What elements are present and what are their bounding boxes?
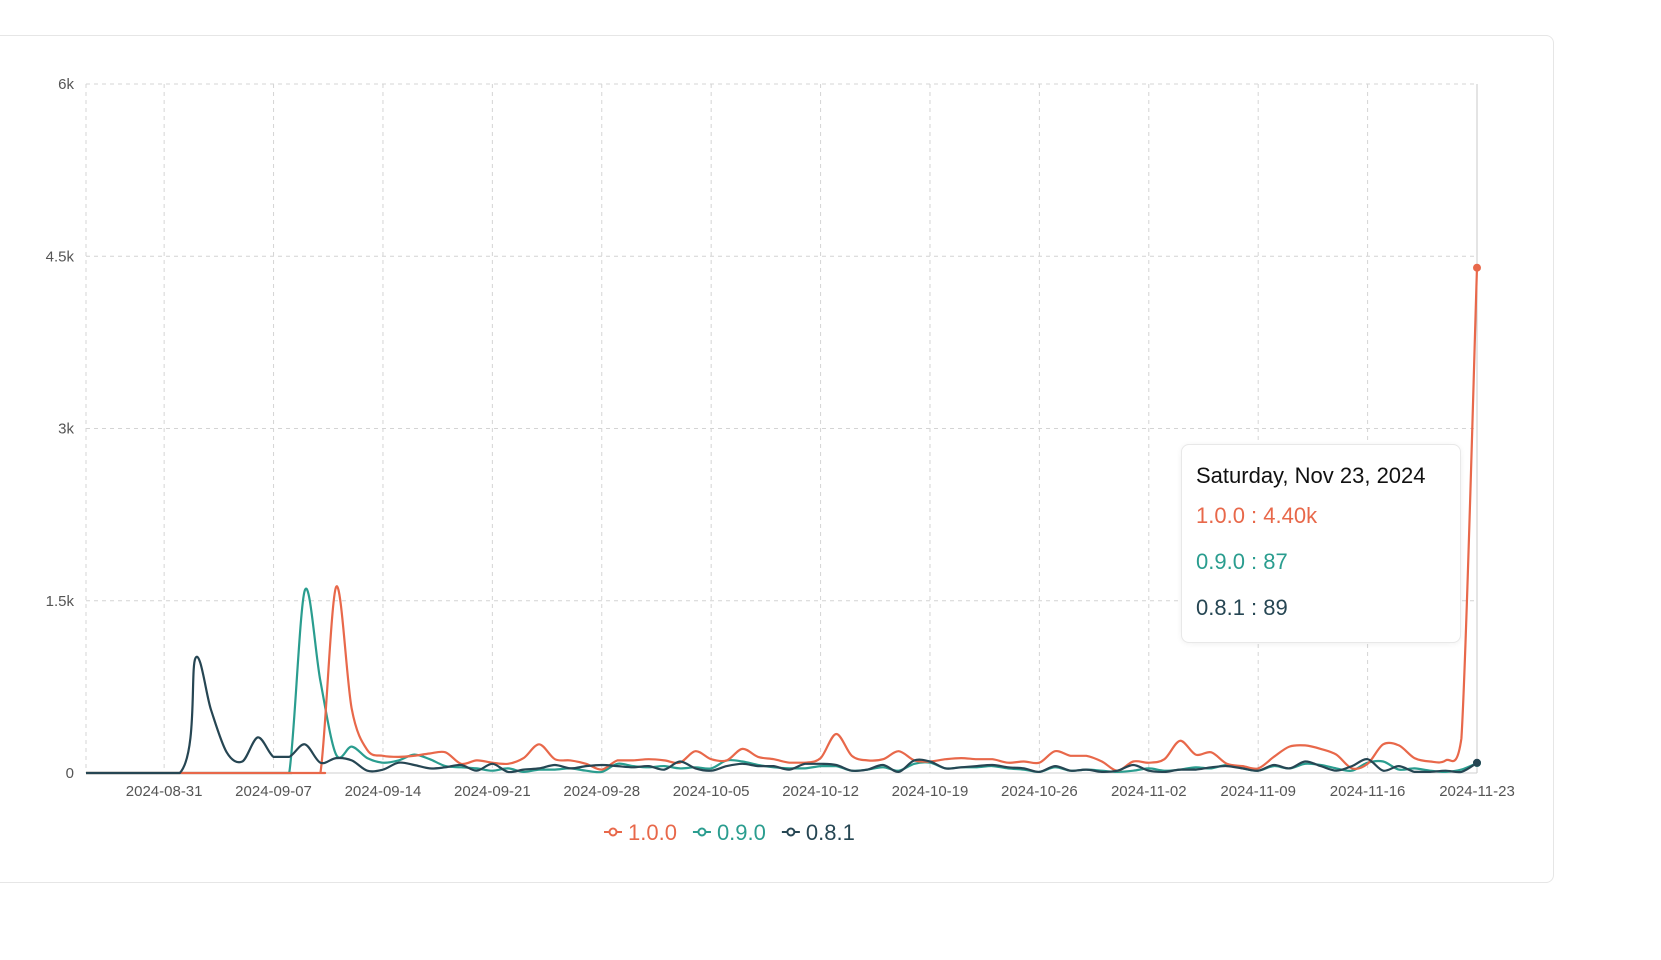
- tooltip-value: 4.40k: [1263, 503, 1318, 528]
- legend-circle-marker: [786, 827, 796, 837]
- x-tick-label: 2024-11-23: [1439, 783, 1515, 800]
- chart-tooltip: Saturday, Nov 23, 2024 1.0.0 : 4.40k 0.9…: [1181, 444, 1461, 643]
- series-lines[interactable]: [86, 263, 1481, 775]
- y-tick-label: 0: [66, 765, 74, 782]
- tooltip-value: 89: [1263, 595, 1288, 620]
- tooltip-value: 87: [1263, 549, 1288, 574]
- legend[interactable]: 1.0.0 0.9.0 0.8.1: [604, 820, 855, 845]
- x-tick-label: 2024-11-02: [1111, 783, 1187, 800]
- series-line-1-0-0[interactable]: [86, 267, 1479, 775]
- active-point-1-0-0: [1473, 263, 1481, 272]
- legend-label: 0.9.0: [717, 820, 766, 845]
- x-tick-label: 2024-09-14: [345, 783, 422, 800]
- tooltip-series-label: 0.9.0: [1196, 549, 1245, 574]
- legend-label: 0.8.1: [806, 820, 855, 845]
- y-tick-label: 3k: [58, 421, 74, 438]
- tooltip-row-0-9-0: 0.9.0 : 87: [1196, 549, 1446, 575]
- x-tick-label: 2024-09-28: [563, 783, 640, 800]
- tooltip-separator: :: [1244, 595, 1264, 620]
- legend-item-0-9-0[interactable]: 0.9.0: [692, 820, 766, 845]
- tooltip-row-1-0-0: 1.0.0 : 4.40k: [1196, 503, 1446, 529]
- active-point-0-8-1: [1473, 758, 1481, 767]
- y-tick-label: 6k: [58, 76, 74, 93]
- x-tick-label: 2024-10-26: [1001, 783, 1078, 800]
- y-tick-label: 1.5k: [46, 593, 75, 610]
- x-tick-label: 2024-10-05: [673, 783, 750, 800]
- x-tick-label: 2024-08-31: [126, 783, 203, 800]
- tooltip-row-0-8-1: 0.8.1 : 89: [1196, 595, 1446, 621]
- x-tick-label: 2024-10-19: [892, 783, 969, 800]
- series-line-0-8-1[interactable]: [86, 655, 1478, 775]
- x-tick-label: 2024-10-12: [782, 783, 859, 800]
- legend-circle-marker: [697, 827, 707, 837]
- x-tick-label: 2024-11-16: [1330, 783, 1406, 800]
- tooltip-title: Saturday, Nov 23, 2024: [1196, 463, 1426, 488]
- legend-circle-marker: [608, 827, 618, 837]
- axes: 0 1.5k 3k 4.5k 6k 2024-08-31 2024-09-07 2024-09…: [46, 76, 1515, 800]
- tooltip-series-label: 1.0.0: [1196, 503, 1245, 528]
- x-tick-label: 2024-09-21: [454, 783, 531, 800]
- tooltip-separator: :: [1244, 549, 1264, 574]
- legend-label: 1.0.0: [628, 820, 677, 845]
- x-tick-label: 2024-11-09: [1220, 783, 1296, 800]
- legend-item-1-0-0[interactable]: 1.0.0: [604, 820, 677, 845]
- grid: [85, 83, 1478, 773]
- y-tick-label: 4.5k: [46, 248, 75, 265]
- legend-item-0-8-1[interactable]: 0.8.1: [781, 820, 855, 845]
- tooltip-separator: :: [1244, 503, 1264, 528]
- tooltip-series-label: 0.8.1: [1196, 595, 1245, 620]
- x-tick-label: 2024-09-07: [235, 783, 312, 800]
